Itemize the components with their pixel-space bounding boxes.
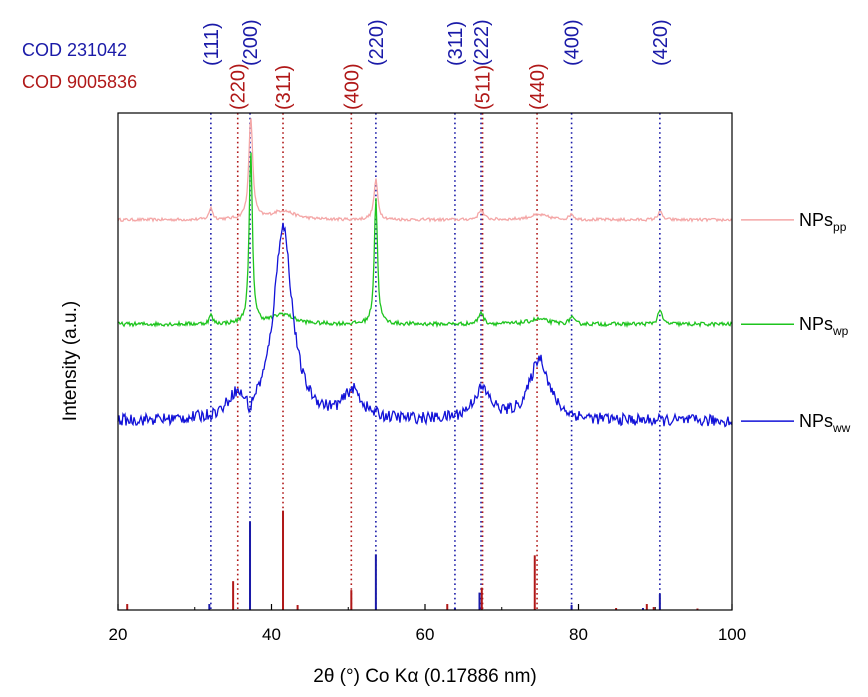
miller-label: (400): [341, 63, 363, 110]
miller-label: (220): [228, 63, 250, 110]
miller-label: (311): [273, 65, 295, 110]
miller-label: (220): [366, 19, 388, 66]
legend-label-pp: NPspp: [799, 210, 847, 234]
x-tick-label: 20: [109, 625, 128, 644]
x-axis-label: 2θ (°) Co Kα (0.17886 nm): [313, 666, 536, 687]
series-line-pp: [117, 118, 733, 223]
miller-label: (111): [201, 22, 223, 66]
reference-legend: COD 231042 COD 9005836: [22, 40, 137, 92]
x-tick-label: 100: [718, 625, 746, 644]
legend-name: NPs: [799, 411, 833, 431]
reference-label-cod-9005836: COD 9005836: [22, 72, 137, 92]
miller-label: (420): [650, 19, 672, 66]
miller-label: (222): [471, 19, 493, 66]
x-tick-label: 40: [262, 625, 281, 644]
series-line-wp: [117, 152, 733, 329]
series-line-ww: [117, 222, 733, 428]
reference-pattern-bars: [126, 510, 699, 610]
miller-label: (400): [562, 19, 584, 66]
miller-label: (200): [240, 19, 262, 66]
y-axis-label: Intensity (a.u.): [60, 301, 81, 421]
legend-label-wp: NPswp: [799, 314, 849, 338]
x-axis-ticks: 20 40 60 80 100: [109, 604, 746, 644]
legend-subscript: ww: [832, 421, 851, 435]
legend-name: NPs: [799, 314, 833, 334]
miller-label: (311): [445, 21, 467, 66]
legend-subscript: pp: [833, 220, 847, 234]
x-tick-label: 80: [569, 625, 588, 644]
reflection-guide-lines: [210, 113, 661, 610]
diffraction-curves: [117, 118, 733, 428]
legend-subscript: wp: [832, 324, 849, 338]
reference-label-cod-231042: COD 231042: [22, 40, 127, 60]
legend-name: NPs: [799, 210, 833, 230]
legend-label-ww: NPsww: [799, 411, 851, 435]
miller-index-labels: (111) (200) (220) (311) (222) (400) (420)(220)…: [201, 19, 672, 110]
x-tick-label: 60: [416, 625, 435, 644]
miller-label: (440): [527, 63, 549, 110]
miller-label: (511): [473, 65, 495, 110]
